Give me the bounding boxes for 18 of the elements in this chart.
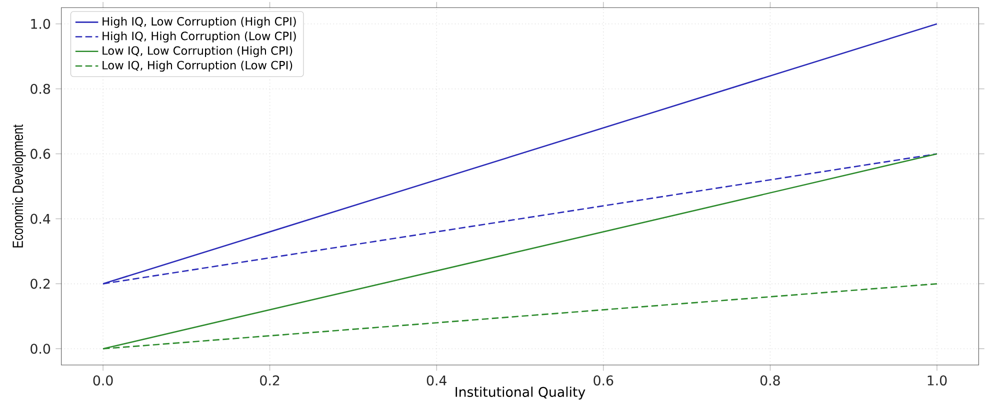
x-tick-label: 0.8 [760,375,780,386]
x-axis-title: Institutional Quality [456,386,586,400]
y-tick-label: 0.4 [30,214,50,224]
legend-label: High IQ, Low Corruption (High CPI) [102,16,296,28]
x-tick-label: 0.4 [426,375,446,386]
x-tick-label: 1.0 [928,375,947,386]
legend-label: High IQ, High Corruption (Low CPI) [102,31,296,42]
y-tick-label: 0.0 [30,344,50,354]
legend-label: Low IQ, High Corruption (Low CPI) [102,60,292,72]
y-tick-label: 0.2 [30,278,50,289]
y-tick-label: 0.6 [30,148,50,159]
x-tick-label: 0.2 [260,375,280,386]
legend-label: Low IQ, Low Corruption (High CPI) [102,46,292,58]
y-tick-label: 1.0 [31,18,50,29]
x-tick-label: 0.6 [594,375,614,386]
x-tick-label: 0.0 [93,375,113,386]
y-tick-label: 0.8 [30,84,50,94]
y-axis-title: Economic Development [12,124,26,248]
